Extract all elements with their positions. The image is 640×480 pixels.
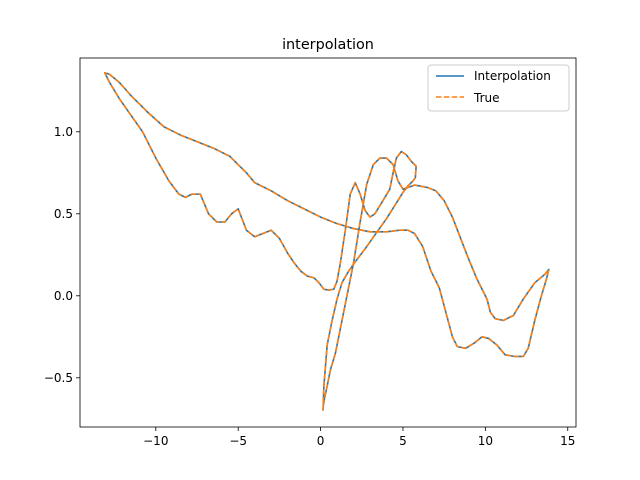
x-tick-label: 5	[399, 434, 407, 448]
y-tick-label: 0.5	[54, 207, 73, 221]
x-tick-label: 0	[317, 434, 325, 448]
legend-label-true: True	[473, 91, 500, 105]
x-axis: −10 −5 0 5 10 15	[143, 427, 575, 448]
x-tick-label: 15	[560, 434, 575, 448]
y-tick-label: 0.0	[54, 289, 73, 303]
legend: Interpolation True	[427, 64, 570, 112]
series-line-true	[103, 71, 550, 411]
plot-frame	[79, 57, 577, 428]
y-tick-label: −0.5	[44, 371, 73, 385]
plot-area	[79, 57, 577, 428]
y-axis: −0.5 0.0 0.5 1.0	[44, 125, 80, 385]
series-group	[103, 71, 550, 411]
x-tick-label: −10	[143, 434, 168, 448]
x-tick-label: 10	[478, 434, 493, 448]
chart-title: interpolation	[282, 37, 374, 53]
y-tick-label: 1.0	[54, 125, 73, 139]
x-tick-label: −5	[229, 434, 247, 448]
legend-label-interpolation: Interpolation	[474, 69, 551, 83]
